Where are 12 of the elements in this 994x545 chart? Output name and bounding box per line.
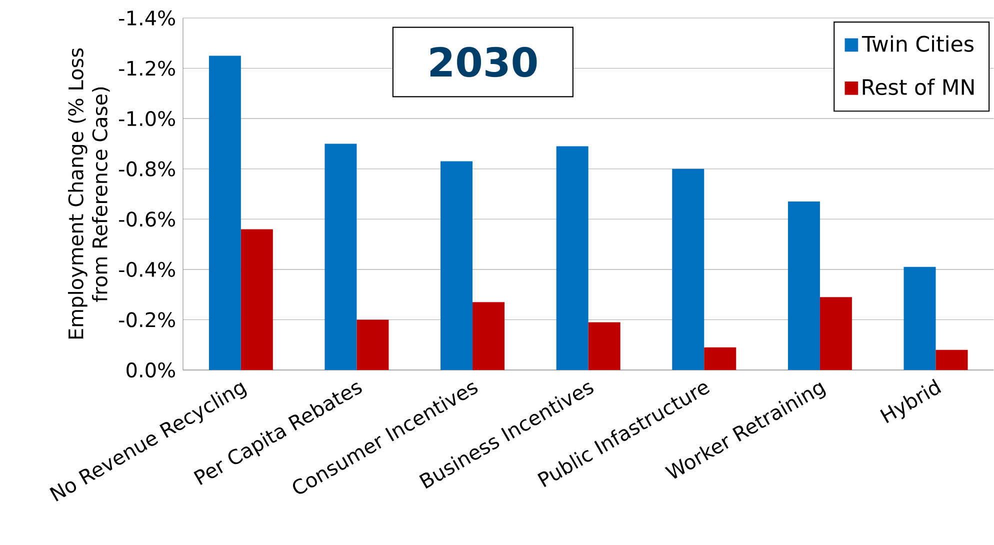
legend-label: Rest of MN [862,78,974,96]
y-tick-label: -0.2% [119,312,175,328]
y-tick-label: -1.4% [119,10,175,26]
y-tick-label: -0.6% [119,212,175,227]
y-axis-title: Employment Change (% Loss from Reference Case) [68,48,110,339]
y-tick-label: -1.0% [119,111,175,126]
y-tick-label: -0.4% [119,262,175,277]
y-tick-label: -1.2% [119,60,175,76]
y-tick-label: 0.0% [126,362,175,378]
y-tick-label: -0.8% [119,161,175,176]
legend-label: Twin Cities [862,35,974,52]
text: 2030 [430,46,537,78]
